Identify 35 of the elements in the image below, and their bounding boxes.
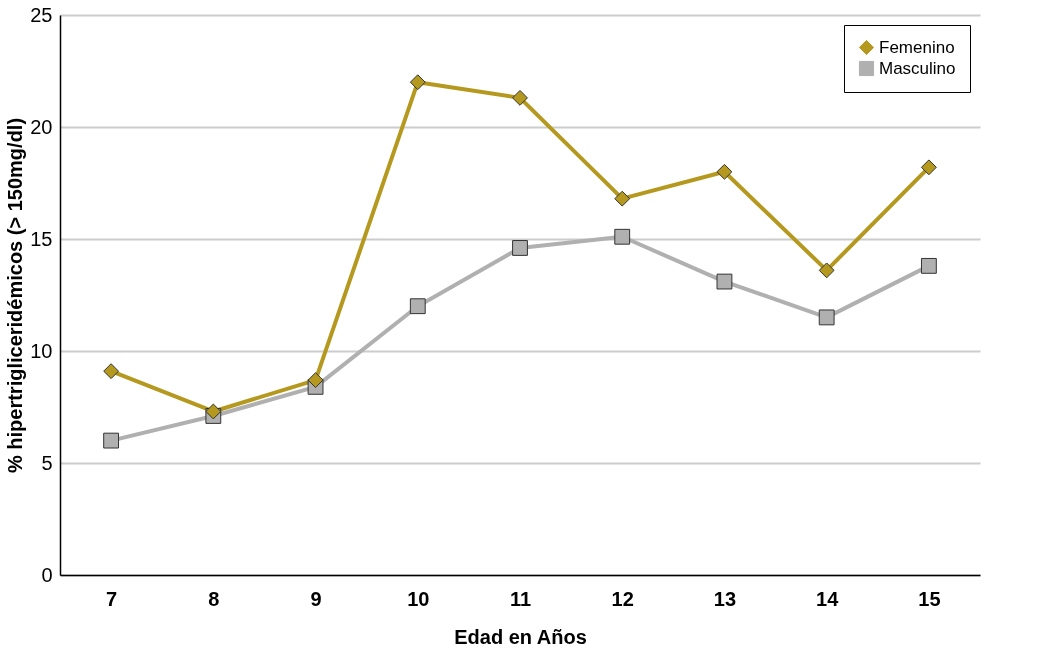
y-tick-label: 10 <box>30 339 53 362</box>
point <box>103 432 120 449</box>
point <box>409 298 426 315</box>
point <box>409 74 426 91</box>
point <box>103 363 120 380</box>
y-tick-label: 15 <box>30 227 53 250</box>
point <box>205 403 222 420</box>
y-tick-label: 0 <box>41 563 53 586</box>
y-tick-label: 20 <box>30 115 53 138</box>
point <box>818 262 835 279</box>
point <box>512 89 528 106</box>
x-tick-label: 11 <box>509 587 532 610</box>
x-tick-label: 13 <box>713 587 737 610</box>
legend-label: Femenino <box>879 37 955 57</box>
y-tick-label: 5 <box>41 451 53 474</box>
x-tick-label: 10 <box>407 587 430 610</box>
point <box>920 257 937 274</box>
point <box>716 163 733 180</box>
x-tick-label: 9 <box>310 587 322 610</box>
x-tick-label: 14 <box>816 587 840 610</box>
point <box>614 228 631 245</box>
point <box>614 190 631 207</box>
point <box>920 159 937 176</box>
legend-label: Masculino <box>879 58 956 78</box>
x-tick-label: 7 <box>106 587 118 610</box>
y-axis-title: % hipertrigliceridémicos (> 150mg/dl) <box>4 117 27 474</box>
point <box>512 240 528 256</box>
x-axis-title: Edad en Años <box>454 625 587 648</box>
x-tick-label: 8 <box>208 587 220 610</box>
x-tick-label: 12 <box>611 587 634 610</box>
point <box>818 309 835 326</box>
point <box>307 372 324 389</box>
x-tick-label: 15 <box>918 587 941 610</box>
point <box>716 273 733 290</box>
y-tick-label: 25 <box>30 3 53 26</box>
